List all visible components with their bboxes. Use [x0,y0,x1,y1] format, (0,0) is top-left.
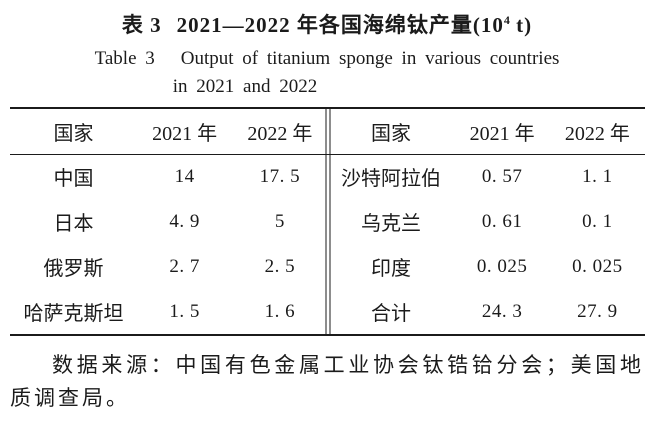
table-right-half: 国家 2021 年 2022 年 沙特阿拉伯 0. 57 1. 1 乌克兰 0.… [328,109,646,334]
country-cell: 日本 [53,213,94,235]
value-cell: 4. 9 [169,210,200,232]
column-header-2022: 2022 年 [247,123,313,145]
table-title-zh: 2021—2022 年各国海绵钛产量(10 [176,13,504,37]
value-cell: 0. 1 [582,210,613,232]
english-caption-line2: in 2021 and 2022 [172,76,318,97]
value-cell: 24. 3 [481,300,523,322]
country-cell: 合计 [371,303,411,325]
table-left-half: 国家 2021 年 2022 年 中国 14 17. 5 日本 4. 9 5 俄… [10,109,328,334]
table-row: 合计 24. 3 27. 9 [328,289,646,334]
data-source-note: 数据来源：中国有色金属工业协会钛锆铪分会；美国地质调查局。 [10,353,644,410]
value-cell: 17. 5 [259,165,301,187]
exponent: 4 [503,13,510,27]
country-cell: 中国 [53,168,94,190]
value-cell: 1. 1 [582,165,613,187]
column-header-2021: 2021 年 [152,123,218,145]
country-cell: 乌克兰 [361,213,421,235]
table-row: 印度 0. 025 0. 025 [328,244,646,289]
english-caption-line1: Table 3 Output of titanium sponge in vari… [0,48,654,70]
table-row: 日本 4. 9 5 [10,199,328,244]
value-cell: 1. 5 [169,300,200,322]
column-header-2022: 2022 年 [564,123,630,145]
header-underline-rule [10,154,645,155]
value-cell: 1. 6 [264,300,296,322]
table-row: 乌克兰 0. 61 0. 1 [328,199,646,244]
table-number-en: Table 3 [94,48,155,69]
country-cell: 印度 [371,258,411,280]
value-cell: 14 [174,165,195,187]
value-cell: 0. 025 [476,255,528,277]
value-cell: 2. 5 [264,255,296,277]
header-row: 国家 2021 年 2022 年 [10,109,328,154]
value-cell: 0. 025 [572,255,623,277]
country-cell: 哈萨克斯坦 [23,303,124,325]
table-title-en: Output of titanium sponge in various cou… [180,48,560,69]
unit-tail: t) [509,13,533,37]
english-table-caption: Table 3 Output of titanium sponge in vari… [0,48,654,98]
value-cell: 0. 57 [481,165,523,187]
column-header-country: 国家 [371,123,411,145]
chinese-table-caption: 表 3 2021—2022 年各国海绵钛产量(104 t) [0,0,654,39]
table-number-zh: 表 3 [121,13,162,37]
double-vertical-rule [325,109,330,334]
value-cell: 2. 7 [169,255,200,277]
country-cell: 沙特阿拉伯 [341,168,441,190]
value-cell: 5 [274,210,285,232]
table-row: 俄罗斯 2. 7 2. 5 [10,244,328,289]
country-cell: 俄罗斯 [43,258,104,280]
column-header-country: 国家 [53,123,94,145]
output-table: 国家 2021 年 2022 年 中国 14 17. 5 日本 4. 9 5 俄… [10,107,645,336]
header-row: 国家 2021 年 2022 年 [328,109,646,154]
value-cell: 27. 9 [577,300,618,322]
column-header-2021: 2021 年 [469,123,535,145]
value-cell: 0. 61 [481,210,523,232]
table-row: 沙特阿拉伯 0. 57 1. 1 [328,154,646,199]
table-row: 哈萨克斯坦 1. 5 1. 6 [10,289,328,334]
table-row: 中国 14 17. 5 [10,154,328,199]
